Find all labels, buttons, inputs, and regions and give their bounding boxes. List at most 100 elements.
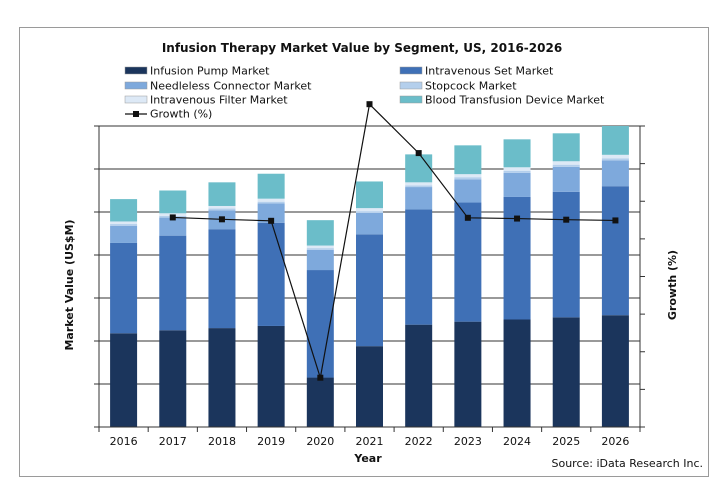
growth-point — [415, 150, 422, 157]
y2-axis-label: Growth (%) — [666, 250, 679, 320]
bar-segment — [257, 201, 285, 204]
bar-segment — [405, 185, 433, 188]
bar-segment — [552, 133, 580, 162]
bar-segment — [503, 319, 531, 427]
bar-segment — [454, 321, 482, 427]
y-axis-label: Market Value (US$M) — [63, 219, 76, 350]
legend-swatch — [399, 95, 423, 104]
x-tick-label: 2025 — [552, 435, 580, 448]
bar-segment — [257, 325, 285, 427]
growth-point — [169, 214, 176, 221]
legend-swatch — [124, 95, 148, 104]
bar-segment — [601, 160, 629, 187]
bar-segment — [405, 209, 433, 325]
bar-segment — [405, 182, 433, 186]
bars — [110, 126, 629, 427]
bar-segment — [601, 126, 629, 155]
bar-segment — [356, 234, 383, 347]
bar-segment — [454, 179, 482, 203]
legend-label: Growth (%) — [150, 108, 212, 121]
legend-label: Needleless Connector Market — [150, 80, 312, 93]
bar-segment — [356, 212, 383, 235]
bar-segment — [110, 224, 138, 226]
bar-segment — [110, 199, 138, 222]
bar-segment — [208, 182, 236, 206]
legend-label: Infusion Pump Market — [150, 65, 270, 78]
bar-segment — [257, 173, 285, 199]
axes — [94, 125, 645, 432]
chart-title: Infusion Therapy Market Value by Segment… — [162, 41, 562, 55]
growth-point — [563, 216, 570, 223]
bar-segment — [405, 324, 433, 427]
legend-label: Blood Transfusion Device Market — [425, 94, 605, 107]
x-tick-label: 2024 — [503, 435, 531, 448]
bar-segment — [503, 196, 531, 320]
x-tick-label: 2022 — [405, 435, 433, 448]
bar-segment — [552, 161, 580, 165]
legend-swatch — [124, 81, 148, 90]
x-tick-label: 2016 — [110, 435, 138, 448]
legend-label: Intravenous Filter Market — [150, 94, 288, 107]
bar-segment — [159, 217, 187, 236]
bar-segment — [306, 248, 334, 250]
bar-segment — [208, 205, 236, 209]
legend-label: Stopcock Market — [425, 80, 517, 93]
bar-segment — [552, 317, 580, 427]
bar-segment — [454, 145, 482, 175]
bar-segment — [356, 208, 383, 212]
bar-segment — [405, 187, 433, 210]
growth-point — [464, 214, 471, 221]
x-axis-label: Year — [353, 452, 382, 465]
bar-segment — [552, 191, 580, 318]
legend-swatch — [124, 66, 148, 75]
bar-segment — [257, 203, 285, 223]
bar-segment — [356, 181, 383, 209]
bar-segment — [454, 174, 482, 178]
x-tick-label: 2017 — [159, 435, 187, 448]
legend-swatch — [399, 81, 423, 90]
bar-segment — [601, 158, 629, 161]
growth-line — [169, 101, 619, 381]
growth-point — [317, 374, 324, 381]
bar-segment — [208, 208, 236, 211]
growth-point — [218, 216, 225, 223]
bar-segment — [552, 166, 580, 192]
bar-segment — [601, 154, 629, 159]
bar-segment — [405, 154, 433, 183]
bar-segment — [208, 229, 236, 329]
bar-segment — [601, 315, 629, 427]
bar-segment — [356, 346, 383, 427]
bar-segment — [257, 222, 285, 326]
x-tick-label: 2020 — [306, 435, 334, 448]
bar-segment — [110, 242, 138, 334]
bar-segment — [356, 211, 383, 213]
bar-segment — [552, 164, 580, 167]
legend-line-marker — [133, 111, 139, 117]
bar-segment — [208, 328, 236, 427]
bar-segment — [503, 167, 531, 171]
bar-segment — [503, 172, 531, 197]
bar-segment — [306, 377, 334, 427]
growth-point — [514, 215, 521, 222]
bar-segment — [503, 170, 531, 173]
bar-segment — [159, 330, 187, 427]
bar-segment — [601, 186, 629, 316]
bar-segment — [306, 270, 334, 378]
bar-segment — [306, 245, 334, 249]
bar-segment — [257, 198, 285, 202]
bar-segment — [159, 190, 187, 214]
x-tick-labels: 2016 2017 2018 2019 2020 2021 2022 2023 2024 2025… — [110, 435, 630, 448]
growth-polyline — [172, 102, 616, 378]
x-tick-label: 2021 — [356, 435, 384, 448]
growth-point — [366, 101, 373, 108]
bar-segment — [454, 177, 482, 180]
bar-segment — [159, 235, 187, 331]
x-tick-label: 2026 — [601, 435, 629, 448]
bar-segment — [306, 249, 334, 271]
bar-segment — [110, 221, 138, 225]
growth-point — [268, 217, 275, 224]
legend: Infusion Pump Market Intravenous Set Mark… — [124, 65, 605, 121]
growth-point — [612, 217, 619, 224]
legend-swatch — [399, 66, 423, 75]
